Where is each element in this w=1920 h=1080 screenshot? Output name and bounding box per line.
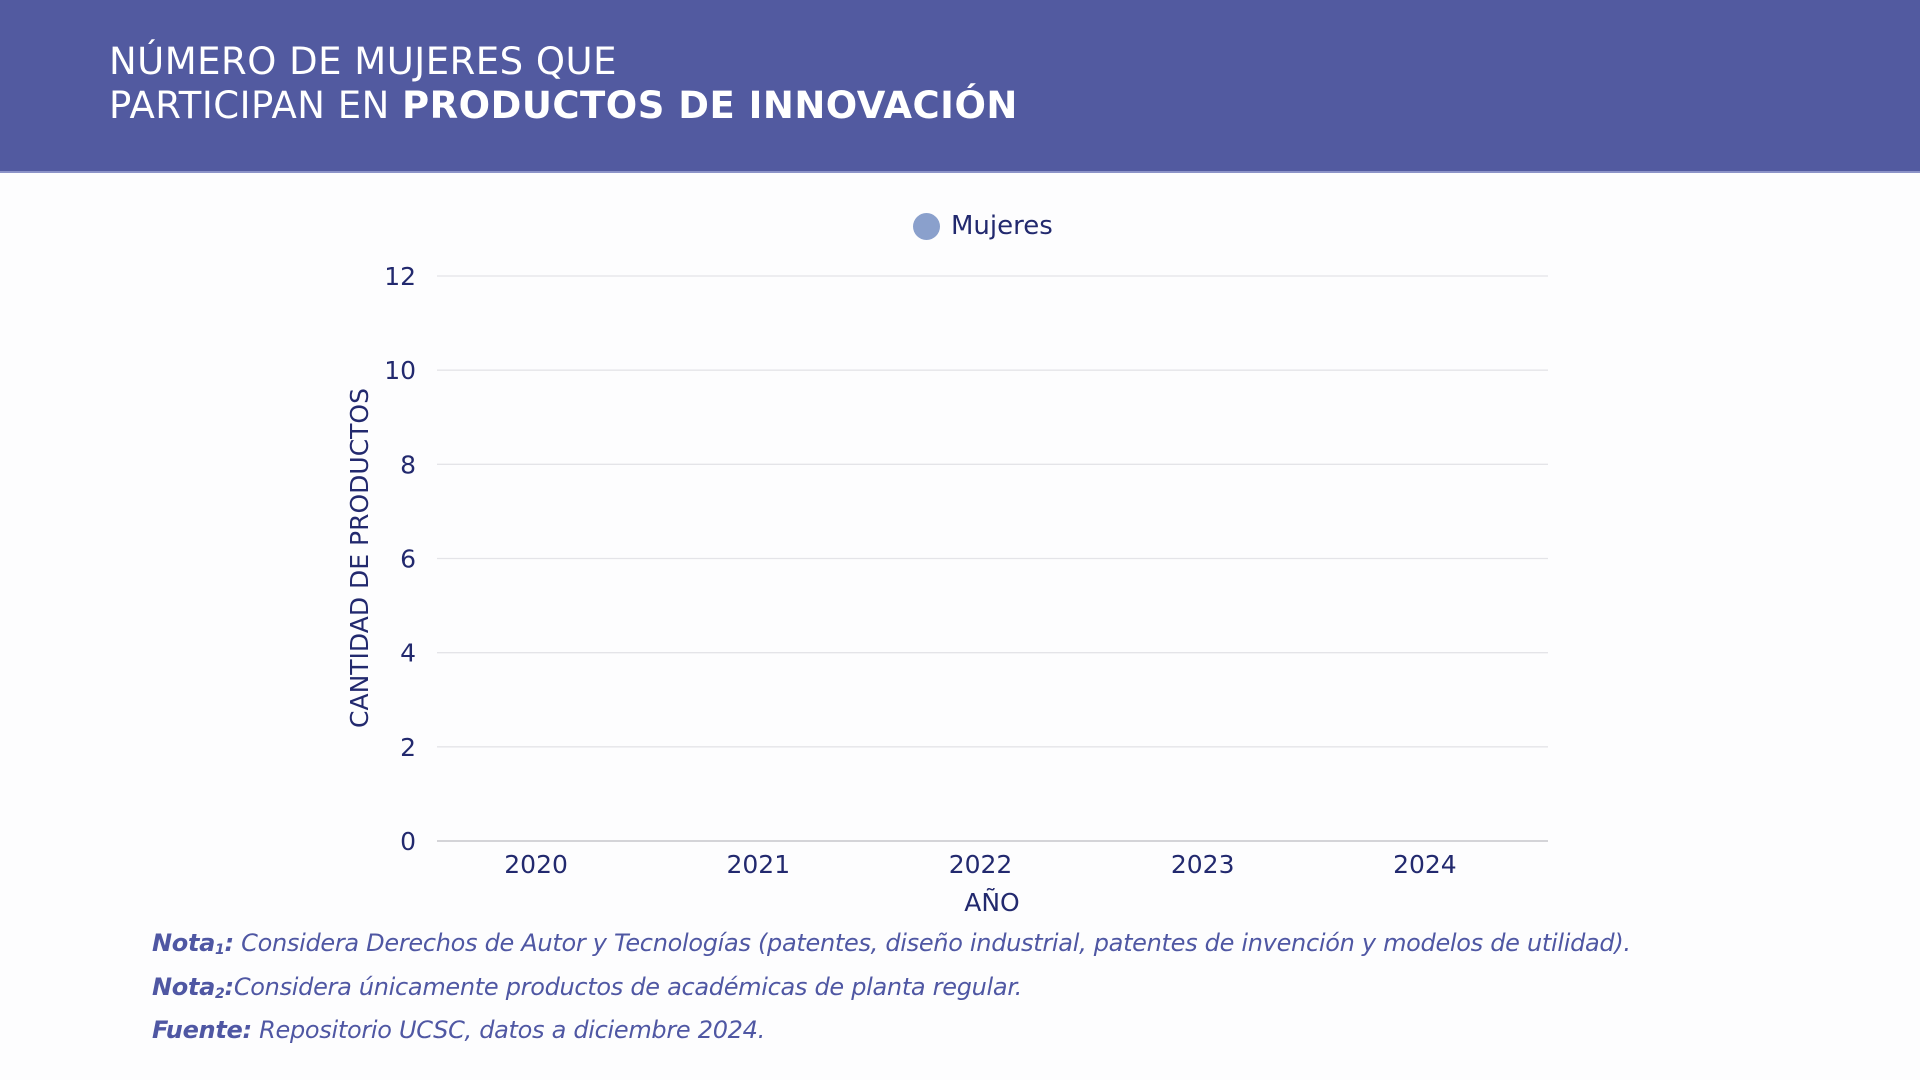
note-1-text: Considera Derechos de Autor y Tecnología…	[233, 929, 1631, 957]
title-line-2-regular: PARTICIPAN EN	[109, 84, 403, 127]
y-tick-label: 12	[384, 262, 416, 291]
source-text: Repositorio UCSC, datos a diciembre 2024…	[251, 1016, 765, 1044]
note-2-label: Nota2:	[152, 972, 234, 1002]
title-line-2-bold: PRODUCTOS DE INNOVACIÓN	[402, 84, 1018, 127]
x-tick-label: 2023	[1171, 850, 1235, 879]
chart-notes: Nota1: Considera Derechos de Autor y Tec…	[152, 925, 1631, 1049]
note-2-text: Considera únicamente productos de académ…	[233, 972, 1023, 1001]
y-axis-title: CANTIDAD DE PRODUCTOS	[345, 388, 374, 728]
y-tick-label: 4	[400, 639, 416, 668]
y-axis-ticks: 0 2 4 6 8 10 12	[384, 262, 416, 856]
chart-legend: Mujeres	[913, 210, 1053, 242]
note-1: Nota1: Considera Derechos de Autor y Tec…	[152, 925, 1631, 969]
gridlines	[437, 275, 1548, 842]
y-tick-label: 10	[384, 356, 416, 385]
title-line-1: NÚMERO DE MUJERES QUE	[109, 40, 617, 83]
y-tick-label: 8	[400, 450, 416, 479]
source-label: Fuente:	[152, 1016, 252, 1044]
x-tick-label: 2020	[504, 850, 568, 879]
x-tick-label: 2024	[1393, 850, 1457, 879]
page-title: NÚMERO DE MUJERES QUE PARTICIPAN EN PROD…	[109, 40, 1018, 128]
y-tick-label: 2	[400, 733, 416, 762]
note-2: Nota2:Considera únicamente productos de …	[152, 969, 1631, 1013]
header-banner: NÚMERO DE MUJERES QUE PARTICIPAN EN PROD…	[0, 0, 1920, 173]
x-axis-title: AÑO	[964, 887, 1019, 917]
legend-swatch-mujeres	[913, 212, 940, 240]
y-tick-label: 0	[400, 827, 416, 856]
legend-label-mujeres: Mujeres	[951, 211, 1053, 241]
note-1-label: Nota1:	[152, 929, 234, 958]
x-tick-label: 2022	[949, 850, 1013, 879]
x-tick-label: 2021	[726, 850, 790, 879]
x-axis-ticks: 2020 2021 2022 2023 2024	[504, 850, 1456, 879]
source-note: Fuente: Repositorio UCSC, datos a diciem…	[152, 1012, 1631, 1049]
title-line-2: PARTICIPAN EN PRODUCTOS DE INNOVACIÓN	[109, 84, 1018, 128]
y-tick-label: 6	[400, 545, 416, 574]
